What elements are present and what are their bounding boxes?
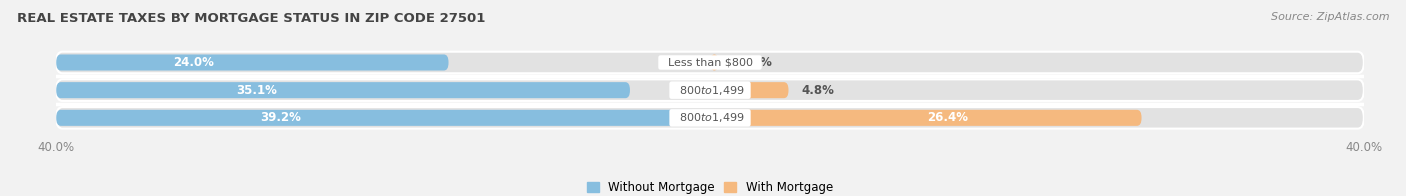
FancyBboxPatch shape: [56, 79, 1364, 101]
FancyBboxPatch shape: [56, 82, 630, 98]
Text: 4.8%: 4.8%: [801, 84, 834, 97]
Text: $800 to $1,499: $800 to $1,499: [672, 84, 748, 97]
Text: Source: ZipAtlas.com: Source: ZipAtlas.com: [1271, 12, 1389, 22]
FancyBboxPatch shape: [56, 54, 449, 71]
Text: REAL ESTATE TAXES BY MORTGAGE STATUS IN ZIP CODE 27501: REAL ESTATE TAXES BY MORTGAGE STATUS IN …: [17, 12, 485, 25]
FancyBboxPatch shape: [710, 54, 718, 71]
FancyBboxPatch shape: [710, 110, 1142, 126]
FancyBboxPatch shape: [56, 107, 1364, 129]
FancyBboxPatch shape: [56, 52, 1364, 73]
FancyBboxPatch shape: [56, 110, 697, 126]
Legend: Without Mortgage, With Mortgage: Without Mortgage, With Mortgage: [582, 177, 838, 196]
Text: Less than $800: Less than $800: [661, 57, 759, 67]
Text: 39.2%: 39.2%: [260, 111, 301, 124]
Text: 26.4%: 26.4%: [927, 111, 967, 124]
Text: 35.1%: 35.1%: [236, 84, 277, 97]
Text: $800 to $1,499: $800 to $1,499: [672, 111, 748, 124]
Text: 24.0%: 24.0%: [173, 56, 214, 69]
FancyBboxPatch shape: [710, 82, 789, 98]
Text: 0.53%: 0.53%: [731, 56, 773, 69]
